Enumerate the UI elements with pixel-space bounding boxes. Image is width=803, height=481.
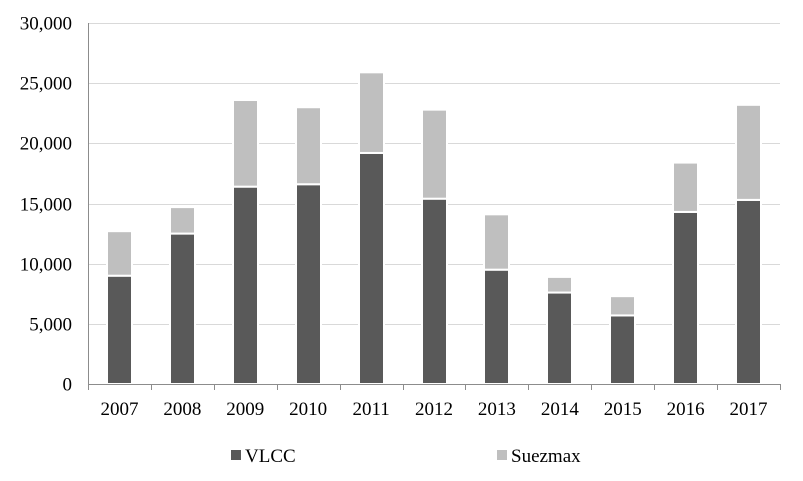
bar-suezmax-2016	[672, 161, 699, 213]
y-tick-label: 25,000	[20, 74, 72, 95]
bar-vlcc-2017	[735, 198, 762, 385]
y-tick-label: 20,000	[20, 134, 72, 155]
x-tick-label: 2014	[541, 399, 580, 420]
bar-suezmax-2011	[358, 71, 385, 154]
x-tick-label: 2011	[352, 399, 389, 420]
bar-vlcc-2011	[358, 151, 385, 385]
bar-vlcc-2015	[609, 314, 636, 385]
legend-label-vlcc: VLCC	[245, 446, 296, 467]
axes	[88, 23, 781, 390]
legend-swatch-suezmax	[497, 450, 507, 460]
legend-label-suezmax: Suezmax	[511, 446, 581, 467]
bar-vlcc-2008	[169, 232, 196, 385]
legend-swatch-vlcc	[231, 450, 241, 460]
y-tick-label: 0	[63, 375, 73, 396]
x-tick-label: 2017	[730, 399, 768, 420]
bar-suezmax-2014	[546, 275, 573, 294]
x-tick-label: 2008	[163, 399, 201, 420]
bar-vlcc-2012	[421, 197, 448, 385]
x-tick-label: 2007	[100, 399, 138, 420]
bar-vlcc-2016	[672, 210, 699, 385]
bar-suezmax-2017	[735, 103, 762, 201]
y-axis-labels: 0 5,000 10,000 15,000 20,000 25,000 30,000	[20, 14, 72, 396]
bar-suezmax-2013	[483, 213, 510, 271]
legend: VLCC Suezmax	[231, 446, 581, 467]
x-tick-label: 2013	[478, 399, 516, 420]
y-tick-label: 30,000	[20, 14, 72, 35]
bar-suezmax-2010	[295, 106, 322, 186]
x-tick-label: 2015	[604, 399, 642, 420]
y-tick-label: 5,000	[29, 315, 72, 336]
x-tick-label: 2016	[667, 399, 705, 420]
y-tick-label: 10,000	[20, 255, 72, 276]
bar-vlcc-2013	[483, 268, 510, 385]
bar-suezmax-2012	[421, 108, 448, 200]
bar-suezmax-2008	[169, 206, 196, 235]
x-axis-labels: 2007 2008 2009 2010 2011 2012 2013 2014 2015 2016…	[100, 399, 767, 420]
bar-vlcc-2007	[106, 274, 133, 386]
y-tick-label: 15,000	[20, 195, 72, 216]
x-tick-label: 2012	[415, 399, 453, 420]
bar-vlcc-2014	[546, 291, 573, 385]
bar-vlcc-2010	[295, 183, 322, 385]
bar-vlcc-2009	[232, 185, 259, 385]
x-tick-label: 2010	[289, 399, 327, 420]
bar-suezmax-2007	[106, 230, 133, 277]
bars	[106, 71, 762, 386]
bar-suezmax-2015	[609, 295, 636, 317]
x-tick-label: 2009	[226, 399, 264, 420]
bar-suezmax-2009	[232, 99, 259, 188]
